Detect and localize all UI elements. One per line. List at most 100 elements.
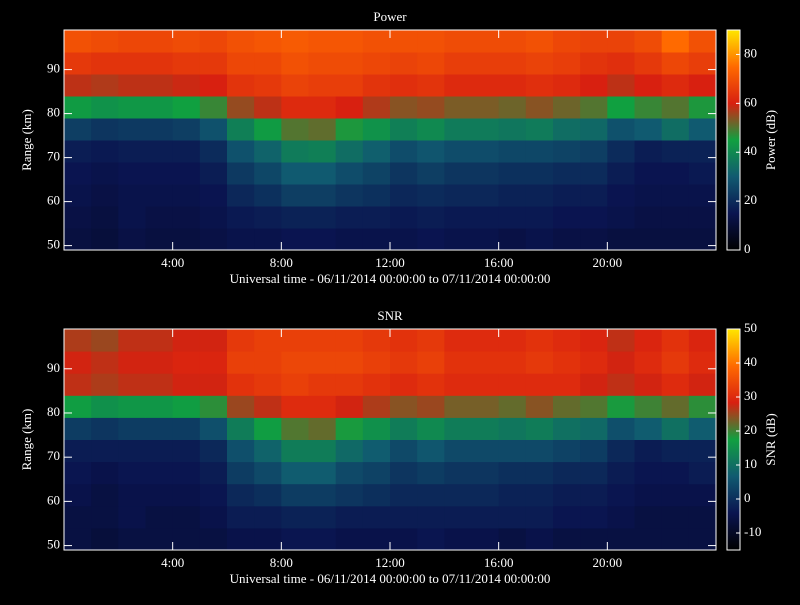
heatmap-cell bbox=[308, 483, 337, 507]
heatmap-cell bbox=[91, 373, 119, 396]
heatmap-cell bbox=[444, 439, 472, 463]
heatmap-cell bbox=[227, 140, 255, 163]
heatmap-cell bbox=[607, 206, 635, 229]
heatmap-cell bbox=[607, 527, 635, 550]
heatmap-cell bbox=[444, 140, 472, 163]
heatmap-cell bbox=[498, 118, 527, 141]
heatmap-cell bbox=[580, 74, 608, 97]
heatmap-cell bbox=[688, 439, 716, 463]
heatmap-cell bbox=[281, 30, 309, 53]
heatmap-cell bbox=[661, 351, 690, 374]
heatmap-cell bbox=[335, 52, 364, 75]
heatmap-cell bbox=[634, 395, 663, 418]
heatmap-cell bbox=[525, 140, 554, 163]
heatmap-cell bbox=[91, 439, 119, 463]
heatmap-cell bbox=[362, 483, 391, 507]
heatmap-cell bbox=[227, 395, 255, 418]
heatmap-cell bbox=[64, 373, 92, 396]
colorbar bbox=[727, 30, 740, 250]
heatmap-cell bbox=[335, 118, 364, 141]
heatmap-cell bbox=[390, 527, 418, 550]
heatmap-cell bbox=[281, 439, 309, 463]
colorbar-tick-label: 20 bbox=[744, 422, 757, 437]
x-tick-label: 4:00 bbox=[161, 255, 184, 270]
heatmap-cell bbox=[91, 461, 119, 485]
heatmap-cell bbox=[607, 395, 635, 418]
heatmap-cell bbox=[172, 439, 201, 463]
heatmap-cell bbox=[390, 228, 418, 250]
heatmap-cell bbox=[199, 96, 228, 119]
x-tick-label: 12:00 bbox=[375, 255, 405, 270]
heatmap-cell bbox=[362, 461, 391, 485]
heatmap-cell bbox=[525, 52, 554, 75]
heatmap-cell bbox=[335, 228, 364, 250]
heatmap-cell bbox=[199, 461, 228, 485]
heatmap-cell bbox=[634, 184, 663, 207]
colorbar-frame bbox=[726, 328, 741, 551]
heatmap-cell bbox=[417, 30, 445, 53]
heatmap-cell bbox=[498, 351, 527, 374]
heatmap-cell bbox=[498, 329, 527, 352]
heatmap-cells bbox=[64, 30, 716, 250]
heatmap-cell bbox=[688, 483, 716, 507]
heatmap-cell bbox=[362, 96, 391, 119]
heatmap-cell bbox=[335, 417, 364, 440]
heatmap-cell bbox=[498, 373, 527, 396]
colorbar-tick-label: 40 bbox=[744, 143, 757, 158]
y-tick-label: 90 bbox=[47, 61, 60, 76]
heatmap-cell bbox=[498, 483, 527, 507]
heatmap-cell bbox=[661, 162, 690, 185]
heatmap-cell bbox=[308, 461, 337, 485]
heatmap-cell bbox=[172, 96, 201, 119]
heatmap-cell bbox=[281, 184, 309, 207]
heatmap-cell bbox=[444, 52, 472, 75]
heatmap-cell bbox=[607, 329, 635, 352]
heatmap-cell bbox=[444, 162, 472, 185]
heatmap-cell bbox=[580, 527, 608, 550]
heatmap-cell bbox=[362, 527, 391, 550]
heatmap-cell bbox=[580, 52, 608, 75]
heatmap-cell bbox=[444, 505, 472, 529]
heatmap-cell bbox=[471, 162, 500, 185]
heatmap-cell bbox=[471, 140, 500, 163]
heatmap-cell bbox=[498, 206, 527, 229]
colorbar bbox=[727, 329, 740, 550]
heatmap-cell bbox=[471, 483, 500, 507]
heatmap-cell bbox=[634, 351, 663, 374]
heatmap-cell bbox=[390, 162, 418, 185]
heatmap-cell bbox=[91, 527, 119, 550]
heatmap-cell bbox=[308, 351, 337, 374]
heatmap-cell bbox=[118, 527, 146, 550]
heatmap-cell bbox=[254, 30, 282, 53]
heatmap-cell bbox=[553, 505, 581, 529]
heatmap-cell bbox=[145, 30, 174, 53]
heatmap-cell bbox=[417, 351, 445, 374]
heatmap-cell bbox=[688, 140, 716, 163]
heatmap-cell bbox=[444, 228, 472, 250]
y-tick-label: 70 bbox=[47, 149, 60, 164]
heatmap-cell bbox=[444, 395, 472, 418]
heatmap-cell bbox=[227, 439, 255, 463]
heatmap-cell bbox=[498, 461, 527, 485]
heatmap-cell bbox=[417, 483, 445, 507]
heatmap-cell bbox=[91, 52, 119, 75]
heatmap-cell bbox=[118, 162, 146, 185]
y-tick-label: 50 bbox=[47, 237, 60, 252]
heatmap-cell bbox=[580, 96, 608, 119]
heatmap-cell bbox=[172, 351, 201, 374]
heatmap-cell bbox=[580, 483, 608, 507]
heatmap-cell bbox=[335, 30, 364, 53]
heatmap-cell bbox=[471, 505, 500, 529]
heatmap-cell bbox=[553, 162, 581, 185]
heatmap-cell bbox=[308, 184, 337, 207]
heatmap-cell bbox=[471, 461, 500, 485]
heatmap-cell bbox=[64, 74, 92, 97]
heatmap-cell bbox=[335, 373, 364, 396]
heatmap-cell bbox=[553, 52, 581, 75]
heatmap-cell bbox=[64, 439, 92, 463]
heatmap-cell bbox=[471, 184, 500, 207]
heatmap-cell bbox=[199, 184, 228, 207]
heatmap-cell bbox=[688, 184, 716, 207]
heatmap-cell bbox=[580, 395, 608, 418]
heatmap-cell bbox=[172, 118, 201, 141]
